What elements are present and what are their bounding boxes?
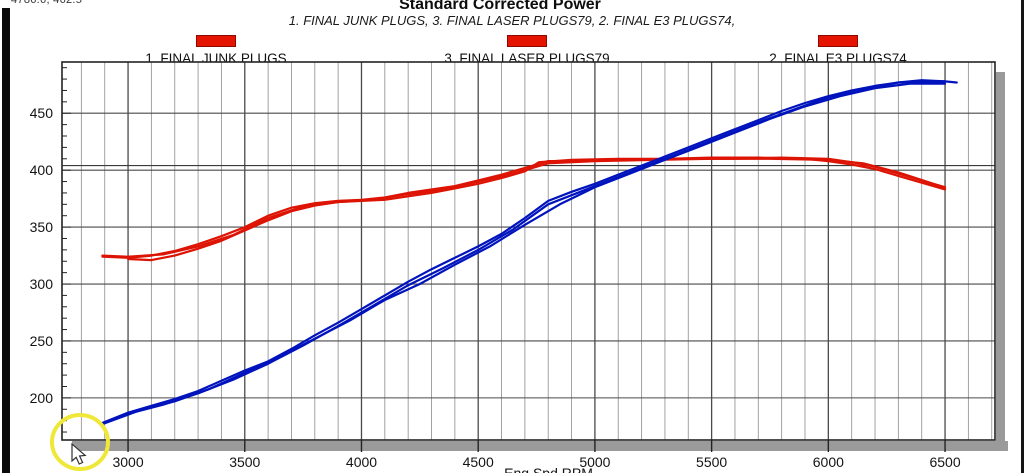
x-axis-title: Eng Spd RPM [504,465,593,473]
x-tick-label: 3500 [229,454,260,470]
highlight-circle-annotation [50,413,110,471]
chart-title: Standard Corrected Power [399,0,601,13]
x-tick-label: 5000 [579,454,610,470]
x-tick-label: 6000 [813,454,844,470]
plot-shadow-bottom [72,441,1008,451]
x-tick-label: 4500 [463,454,494,470]
legend-swatch-icon [818,35,858,47]
y-tick-label: 400 [30,162,54,178]
curve-torque-e3 [101,157,947,258]
curve-power-e3 [127,79,947,415]
chart-subtitle: 1. FINAL JUNK PLUGS, 3. FINAL LASER PLUG… [288,13,736,28]
plot-shadow-right [996,72,1005,451]
window-right-edge [1021,0,1024,473]
y-tick-label: 300 [30,276,54,292]
legend-swatch-icon [507,35,547,47]
x-tick-label: 3000 [112,454,143,470]
y-tick-label: 200 [30,390,54,406]
plot-background [62,62,995,440]
mouse-cursor-icon [71,442,87,465]
x-tick-label: 5500 [696,454,727,470]
y-tick-label: 450 [30,105,54,121]
y-tick-label: 250 [30,333,54,349]
plot-frame [61,61,996,441]
legend-swatch-icon [196,35,236,47]
curve-power-junk [101,80,958,424]
x-tick-label: 4000 [346,454,377,470]
window-left-edge [2,8,10,473]
cursor-position-readout: 4786.6, 462.5 [11,0,83,6]
y-tick-label: 350 [30,219,54,235]
x-tick-label: 6500 [929,454,960,470]
